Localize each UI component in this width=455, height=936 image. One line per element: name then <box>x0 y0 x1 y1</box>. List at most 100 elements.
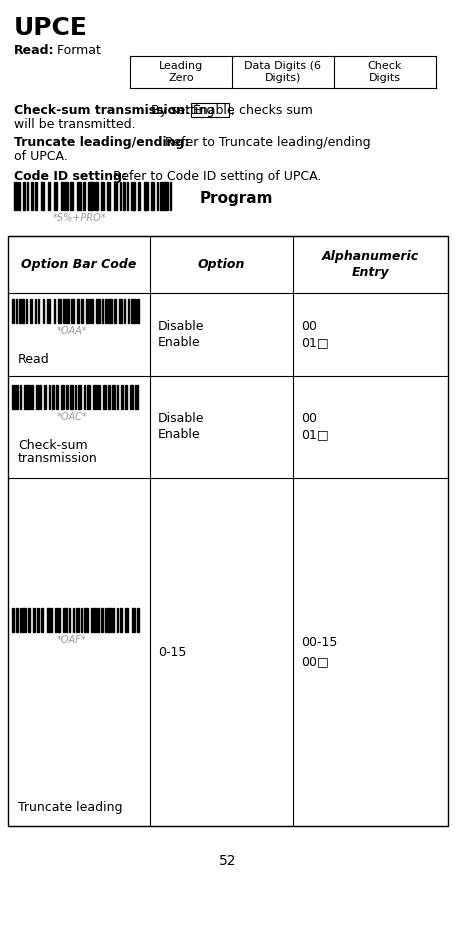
Bar <box>27 182 28 210</box>
Bar <box>18 182 20 210</box>
Bar <box>108 385 110 409</box>
Bar <box>111 385 114 409</box>
Bar <box>124 385 127 409</box>
Bar <box>49 385 50 409</box>
Bar <box>75 385 76 409</box>
Text: Refer to Code ID setting of UPCA.: Refer to Code ID setting of UPCA. <box>109 170 321 183</box>
Bar <box>52 385 54 409</box>
Bar <box>54 182 57 210</box>
Bar <box>70 182 72 210</box>
Text: Data Digits (6
Digits): Data Digits (6 Digits) <box>244 61 321 82</box>
Bar <box>51 608 52 632</box>
Bar <box>107 608 111 632</box>
Bar <box>61 182 62 210</box>
Bar <box>105 299 107 323</box>
Text: 00-15: 00-15 <box>300 636 337 649</box>
Bar <box>49 299 50 323</box>
Text: *OAA*: *OAA* <box>56 326 87 335</box>
Bar <box>69 608 70 632</box>
Text: Leading
Zero: Leading Zero <box>158 61 202 82</box>
Bar <box>20 385 21 409</box>
Bar <box>33 608 35 632</box>
Text: By setting: By setting <box>147 104 218 117</box>
Text: Read:: Read: <box>14 44 55 57</box>
Bar <box>120 182 121 210</box>
Bar <box>119 299 122 323</box>
Text: Check-sum transmission:: Check-sum transmission: <box>14 104 190 117</box>
Bar <box>121 385 122 409</box>
Bar <box>66 385 68 409</box>
Text: *OAC*: *OAC* <box>56 412 87 422</box>
Bar <box>76 299 79 323</box>
Bar <box>44 385 46 409</box>
Text: Code ID setting:: Code ID setting: <box>14 170 127 183</box>
Bar <box>31 385 33 409</box>
Text: Truncate leading: Truncate leading <box>18 801 122 814</box>
Bar <box>71 299 74 323</box>
Bar <box>27 385 30 409</box>
Bar <box>113 299 116 323</box>
Bar <box>35 182 37 210</box>
Bar <box>30 299 32 323</box>
Bar <box>106 182 110 210</box>
Bar <box>22 608 25 632</box>
Bar <box>97 608 99 632</box>
Bar <box>91 608 92 632</box>
Text: Disable: Disable <box>157 320 204 333</box>
Bar <box>19 299 21 323</box>
Bar <box>87 385 90 409</box>
Bar <box>35 385 38 409</box>
Bar <box>108 299 111 323</box>
Text: Enable: Enable <box>157 336 200 349</box>
Bar <box>24 385 26 409</box>
Bar <box>15 385 18 409</box>
Text: Entry: Entry <box>351 266 389 279</box>
Bar <box>57 608 60 632</box>
Text: Enable: Enable <box>192 104 235 117</box>
Text: Truncate leading/ending:: Truncate leading/ending: <box>14 136 189 149</box>
Text: will be transmitted.: will be transmitted. <box>14 118 135 131</box>
Text: UPCE: UPCE <box>14 16 88 40</box>
Bar <box>131 608 135 632</box>
Bar <box>28 608 30 632</box>
Bar <box>41 608 43 632</box>
Bar <box>63 608 66 632</box>
Bar <box>101 608 103 632</box>
Bar <box>84 608 87 632</box>
Bar <box>61 385 64 409</box>
Bar <box>31 182 32 210</box>
Bar <box>20 608 21 632</box>
Text: transmission: transmission <box>18 452 97 465</box>
Text: Check-sum: Check-sum <box>18 439 87 452</box>
Bar <box>16 608 18 632</box>
Bar <box>82 182 85 210</box>
Bar <box>96 299 99 323</box>
Bar <box>92 385 94 409</box>
Bar <box>53 299 55 323</box>
Bar <box>135 299 139 323</box>
Bar <box>136 608 139 632</box>
Bar <box>131 299 134 323</box>
Bar <box>26 299 27 323</box>
Bar <box>70 385 73 409</box>
Bar <box>37 608 39 632</box>
Bar <box>12 299 14 323</box>
Bar <box>12 608 14 632</box>
Text: Option Bar Code: Option Bar Code <box>21 258 136 271</box>
Bar <box>39 385 41 409</box>
Text: *OAF*: *OAF* <box>57 635 86 645</box>
Bar <box>47 299 48 323</box>
Bar <box>131 182 135 210</box>
Bar <box>16 299 17 323</box>
Bar <box>14 182 17 210</box>
Text: Format: Format <box>53 44 101 57</box>
Bar <box>99 385 100 409</box>
Bar <box>84 385 85 409</box>
Text: *S%+PRO*: *S%+PRO* <box>53 213 106 223</box>
Text: Read: Read <box>18 353 50 366</box>
Bar <box>86 299 88 323</box>
Bar <box>56 385 58 409</box>
Bar <box>96 385 98 409</box>
Bar <box>116 608 118 632</box>
Bar <box>101 182 104 210</box>
